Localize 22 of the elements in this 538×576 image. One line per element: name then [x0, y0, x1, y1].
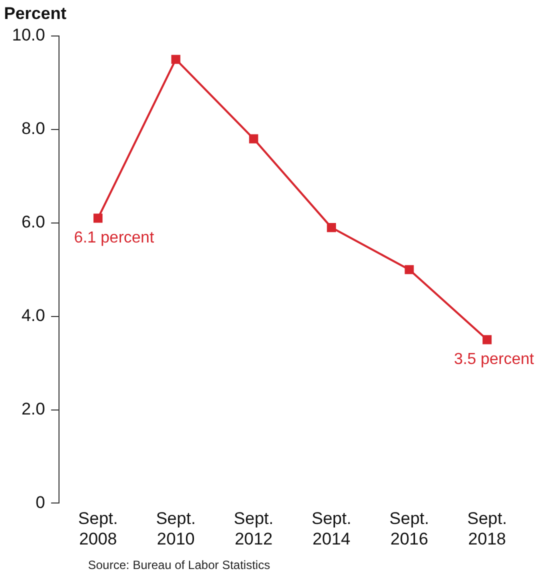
y-tick-label: 8.0: [21, 119, 46, 138]
x-tick-label: Sept. 2008: [78, 509, 118, 548]
point: [171, 54, 180, 64]
point: [326, 223, 336, 232]
y-tick-label: 10.0: [12, 26, 46, 45]
data-label: 6.1 percent: [74, 230, 155, 247]
source-note: Source: Bureau of Labor Statistics: [88, 558, 270, 572]
y-tick-label: 0: [36, 492, 46, 512]
y-tick-label: 4.0: [21, 306, 46, 326]
point: [404, 265, 414, 274]
data-label: 3.5 percent: [454, 351, 535, 368]
x-tick-label: Sept. 2012: [234, 509, 274, 548]
point: [93, 214, 103, 223]
x-tick-label: Sept. 2018: [467, 509, 507, 548]
x-tick-label: Sept. 2014: [312, 509, 352, 548]
x-tick-label: Sept. 2016: [389, 509, 430, 548]
point: [482, 335, 492, 344]
point: [249, 134, 258, 144]
y-tick-label: 6.0: [21, 212, 46, 232]
x-tick-label: Sept. 2010: [156, 509, 196, 548]
y-tick-label: 2.0: [21, 399, 46, 418]
y-axis-title: Percent: [4, 4, 67, 24]
